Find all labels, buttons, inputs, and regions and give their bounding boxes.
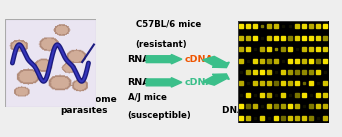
Text: RNA: RNA — [128, 55, 150, 64]
FancyArrow shape — [146, 54, 182, 64]
Text: (resistant): (resistant) — [135, 40, 187, 49]
Text: (susceptible): (susceptible) — [128, 111, 191, 120]
FancyArrow shape — [202, 74, 229, 85]
Text: C57BL/6 mice: C57BL/6 mice — [135, 20, 201, 29]
Text: A/J mice: A/J mice — [128, 93, 167, 102]
Text: cDNA: cDNA — [185, 78, 213, 87]
FancyArrow shape — [146, 78, 182, 87]
Text: cDNA: cDNA — [185, 55, 213, 64]
Text: Trypanosome
parasites: Trypanosome parasites — [50, 95, 118, 115]
Text: RNA: RNA — [128, 78, 150, 87]
Text: DNA microarray: DNA microarray — [222, 106, 303, 115]
FancyArrow shape — [202, 56, 229, 68]
